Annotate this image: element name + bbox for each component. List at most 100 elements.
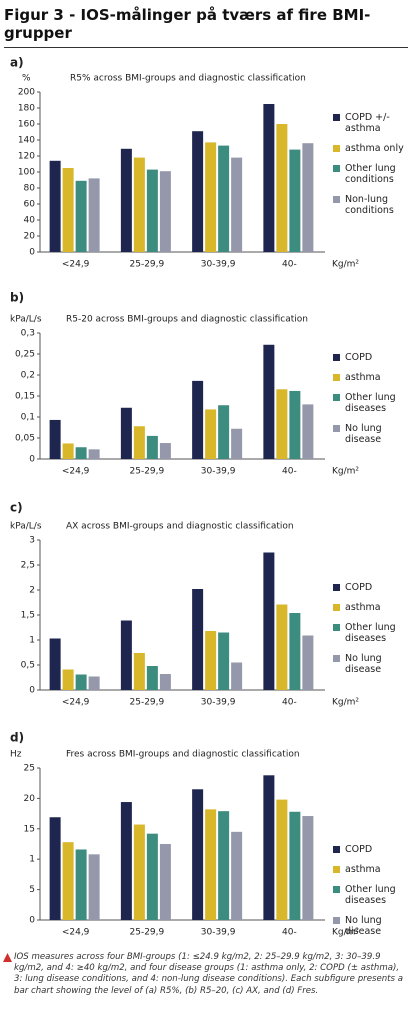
chart-subtitle: AX across BMI-groups and diagnostic clas… <box>66 522 294 532</box>
bar <box>146 435 158 459</box>
bar <box>49 817 61 920</box>
y-tick-label: 0 <box>29 455 35 465</box>
bar <box>218 145 230 252</box>
legend-swatch <box>333 866 340 873</box>
legend: COPD +/- asthma asthma only Other lung con… <box>333 112 413 216</box>
x-tick-label: 40- <box>282 928 297 938</box>
legend-item: asthma <box>333 864 413 875</box>
bar <box>75 849 87 920</box>
legend-label: asthma <box>345 602 381 613</box>
x-tick-label: <24,9 <box>62 928 90 938</box>
legend-label: Other lung conditions <box>345 163 396 185</box>
y-tick-label: 0,3 <box>21 329 35 339</box>
bar <box>205 142 217 252</box>
chart-subtitle: R5% across BMI-groups and diagnostic cla… <box>70 74 306 84</box>
bar <box>192 380 204 459</box>
bar <box>263 104 275 252</box>
y-tick-label: 180 <box>18 104 35 114</box>
legend-item: COPD <box>333 582 413 593</box>
legend-item: COPD <box>333 352 413 363</box>
bar <box>302 404 314 459</box>
y-tick-label: 60 <box>24 200 36 210</box>
legend-item: Other lung diseases <box>333 622 413 644</box>
bar <box>49 160 61 252</box>
y-tick-label: 2,5 <box>21 561 35 571</box>
y-tick-label: 25 <box>24 764 35 774</box>
bar <box>88 449 100 459</box>
bar <box>120 407 132 459</box>
x-tick-label: 25-29,9 <box>130 928 165 938</box>
panel-label: b) <box>10 291 24 305</box>
legend: COPD asthma Other lung diseases No lung dis… <box>333 352 413 445</box>
bar <box>159 171 171 252</box>
bar <box>133 426 145 459</box>
y-tick-label: 0,5 <box>21 661 35 671</box>
caption: IOS measures across four BMI-groups (1: … <box>14 952 404 996</box>
bar <box>88 854 100 920</box>
bar <box>289 613 301 690</box>
bar <box>302 143 314 252</box>
y-tick-label: 2 <box>29 586 35 596</box>
y-tick-label: 120 <box>18 152 35 162</box>
legend-label: asthma <box>345 372 381 383</box>
legend-swatch <box>333 354 340 361</box>
legend-swatch <box>333 584 340 591</box>
legend-item: asthma <box>333 372 413 383</box>
bar <box>146 666 158 690</box>
y-tick-label: 0,1 <box>21 413 35 423</box>
y-tick-label: 1,5 <box>21 611 35 621</box>
bar <box>49 419 61 459</box>
bar <box>231 157 243 252</box>
x-tick-label: <24,9 <box>62 260 90 270</box>
bar <box>159 674 171 690</box>
bar <box>302 635 314 690</box>
legend-label: Non-lung conditions <box>345 194 394 216</box>
y-axis-unit: Hz <box>10 750 22 760</box>
y-tick-label: 20 <box>24 232 36 242</box>
bar <box>133 824 145 920</box>
chart: c) kPa/L/s AX across BMI-groups and diagno… <box>10 501 359 708</box>
bar <box>276 389 288 459</box>
bar <box>75 674 87 690</box>
panel-label: a) <box>10 56 24 70</box>
bar <box>120 148 132 252</box>
y-tick-label: 0 <box>29 916 35 926</box>
bar <box>62 168 74 252</box>
x-tick-label: 40- <box>282 698 297 708</box>
legend-swatch <box>333 655 340 662</box>
bar <box>263 552 275 690</box>
x-tick-label: 25-29,9 <box>130 260 165 270</box>
legend-swatch <box>333 917 340 924</box>
chart-subtitle: Fres across BMI-groups and diagnostic cl… <box>66 750 300 760</box>
bar <box>231 831 243 920</box>
legend-item: Other lung diseases <box>333 884 413 906</box>
bar <box>49 638 61 690</box>
panel-label: c) <box>10 501 23 515</box>
legend-item: asthma <box>333 602 413 613</box>
legend-label: COPD <box>345 844 373 855</box>
x-tick-label: 40- <box>282 467 297 477</box>
bar <box>276 604 288 690</box>
legend-label: Other lung diseases <box>345 884 396 906</box>
x-tick-label: 40- <box>282 260 297 270</box>
y-tick-label: 0,25 <box>15 350 35 360</box>
bar <box>146 833 158 920</box>
bar <box>62 842 74 920</box>
x-axis-label: Kg/m² <box>332 260 359 270</box>
bar <box>88 178 100 252</box>
legend-swatch <box>333 846 340 853</box>
panel-label: d) <box>10 731 24 745</box>
y-tick-label: 0,2 <box>21 371 35 381</box>
bar <box>302 816 314 920</box>
legend-swatch <box>333 394 340 401</box>
bar <box>75 180 87 252</box>
bar <box>263 775 275 920</box>
x-tick-label: 30-39,9 <box>201 928 236 938</box>
bar <box>205 409 217 459</box>
warning-icon <box>3 953 12 962</box>
y-tick-label: 0,15 <box>15 392 35 402</box>
y-tick-label: 5 <box>29 885 35 895</box>
bar <box>120 802 132 920</box>
legend-swatch <box>333 886 340 893</box>
